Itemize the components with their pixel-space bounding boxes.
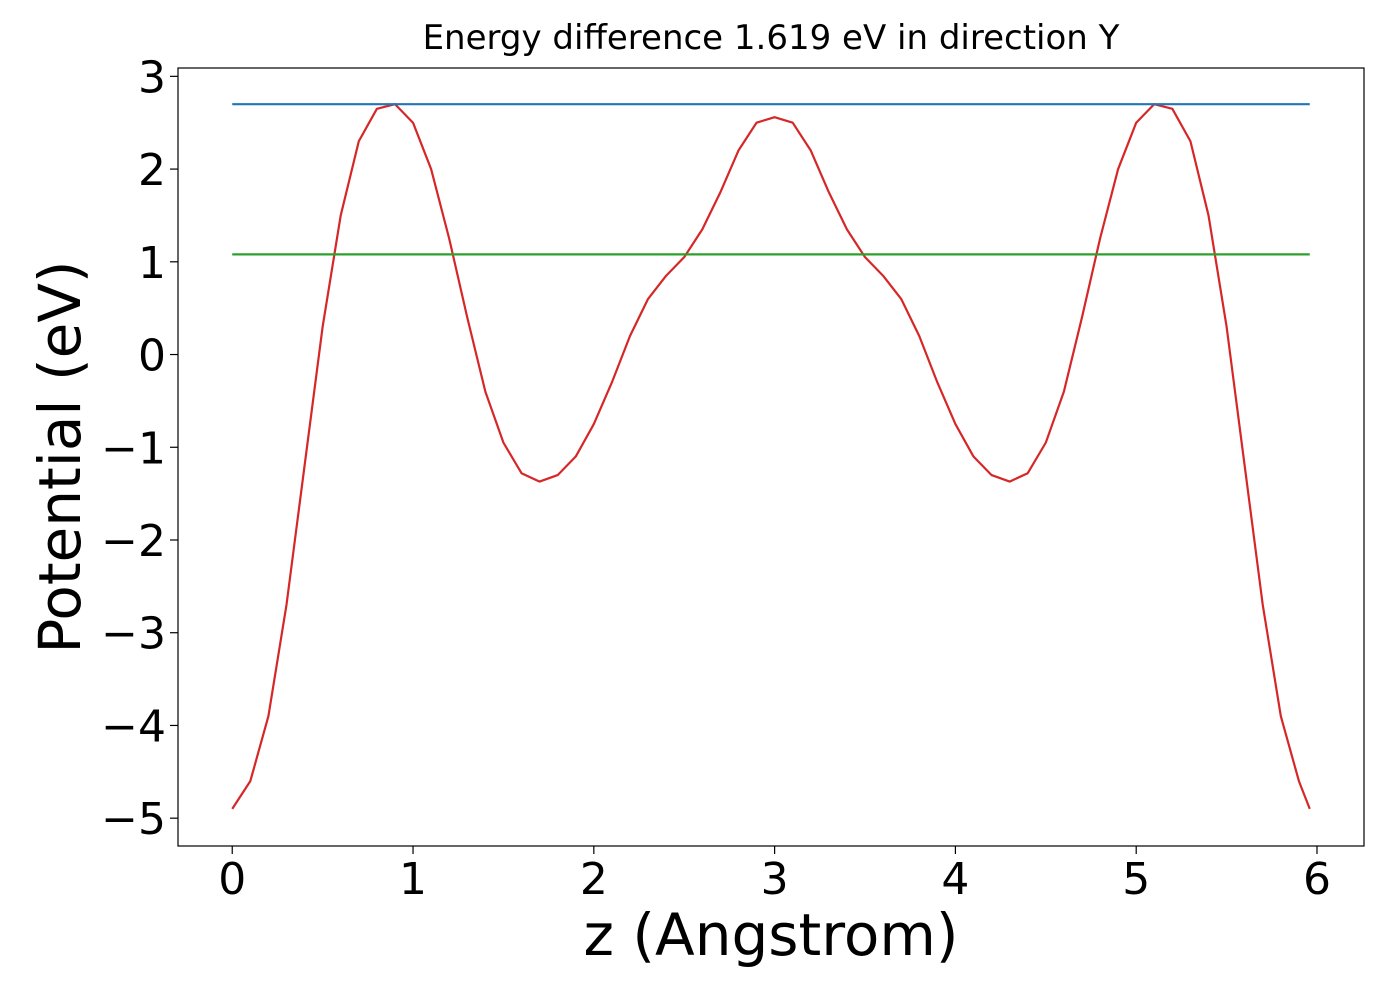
chart-title: Energy difference 1.619 eV in direction … [423,18,1120,58]
x-tick-label: 6 [1303,854,1331,905]
y-tick-label: −1 [101,423,166,474]
y-tick-label: 3 [138,52,166,103]
y-tick-label: −4 [101,701,166,752]
plot-frame [177,67,1365,847]
x-tick-label: 0 [218,854,246,905]
y-tick-label: −2 [101,516,166,567]
y-tick-label: 0 [138,331,166,382]
y-tick-label: 1 [138,238,166,289]
x-tick-label: 3 [761,854,789,905]
x-tick-label: 5 [1122,854,1150,905]
y-tick-label: −3 [101,609,166,660]
line-series [231,103,1311,810]
y-axis-label: Potential (eV) [26,260,94,653]
x-tick-label: 1 [399,854,427,905]
y-tick-label: −5 [101,794,166,845]
y-tick-label: 2 [138,145,166,196]
x-tick-label: 2 [580,854,608,905]
x-tick-label: 4 [941,854,969,905]
x-axis-label: z (Angstrom) [584,901,959,969]
